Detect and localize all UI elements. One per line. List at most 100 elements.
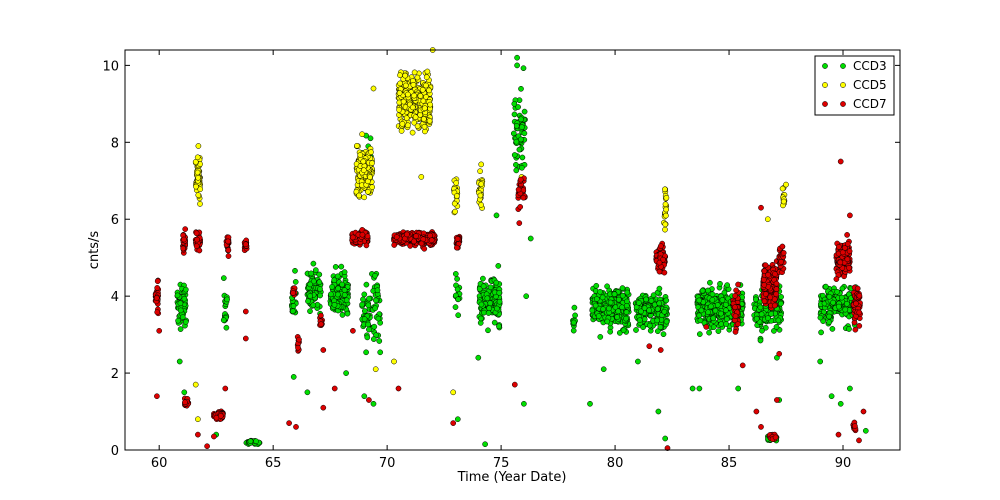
data-point-ccd3: [361, 316, 368, 322]
data-point-ccd5: [359, 131, 365, 138]
data-point-ccd7: [761, 282, 768, 288]
data-point-ccd3: [699, 287, 706, 294]
data-point-ccd3: [363, 349, 369, 356]
data-point-ccd3: [452, 304, 459, 310]
data-point-ccd7: [773, 286, 780, 292]
data-point-ccd3: [307, 281, 313, 288]
data-point-ccd7: [331, 385, 338, 392]
data-point-ccd7: [320, 347, 327, 353]
data-point-ccd7: [844, 240, 851, 247]
data-point-ccd5: [424, 68, 431, 75]
data-point-ccd7: [779, 243, 786, 250]
data-point-ccd3: [654, 317, 661, 324]
plot-background: [125, 50, 900, 450]
data-point-ccd3: [520, 65, 527, 72]
data-point-ccd5: [427, 101, 434, 108]
data-point-ccd5: [419, 86, 426, 93]
data-point-ccd3: [478, 301, 485, 308]
data-point-ccd3: [223, 324, 230, 331]
data-point-ccd7: [193, 243, 200, 250]
data-point-ccd3: [518, 136, 524, 143]
data-point-ccd3: [519, 164, 525, 171]
data-point-ccd3: [593, 282, 600, 289]
data-point-ccd7: [844, 232, 850, 238]
data-point-ccd3: [641, 316, 648, 323]
data-point-ccd3: [830, 299, 836, 306]
data-point-ccd7: [846, 264, 852, 271]
x-tick-label: 90: [835, 456, 852, 471]
data-point-ccd7: [290, 290, 297, 296]
data-point-ccd7: [758, 424, 764, 430]
data-point-ccd3: [640, 324, 646, 331]
data-point-ccd7: [154, 278, 161, 285]
data-point-ccd7: [515, 186, 522, 193]
data-point-ccd3: [519, 154, 526, 161]
data-point-ccd7: [656, 259, 663, 266]
data-point-ccd3: [370, 400, 377, 407]
data-point-ccd3: [710, 315, 717, 322]
data-point-ccd5: [450, 389, 457, 396]
data-point-ccd7: [732, 304, 738, 311]
data-point-ccd5: [478, 181, 485, 187]
data-point-ccd3: [361, 308, 368, 314]
data-point-ccd7: [646, 343, 653, 350]
data-point-ccd3: [496, 289, 503, 296]
data-point-ccd3: [339, 312, 346, 318]
data-point-ccd7: [194, 236, 200, 243]
data-point-ccd3: [317, 286, 323, 292]
data-point-ccd3: [343, 370, 349, 376]
data-point-ccd3: [708, 303, 714, 310]
data-point-ccd3: [175, 317, 181, 324]
data-point-ccd3: [308, 270, 315, 277]
data-point-ccd3: [360, 296, 366, 303]
data-point-ccd3: [514, 54, 520, 61]
data-point-ccd5: [391, 358, 397, 365]
data-point-ccd3: [595, 313, 602, 319]
data-point-ccd3: [361, 291, 368, 298]
data-point-ccd7: [153, 295, 160, 301]
data-point-ccd3: [714, 302, 721, 308]
data-point-ccd3: [518, 85, 524, 92]
data-point-ccd3: [696, 297, 703, 304]
data-point-ccd3: [635, 358, 641, 365]
data-point-ccd3: [762, 324, 769, 331]
data-point-ccd3: [513, 167, 520, 174]
data-point-ccd3: [715, 328, 722, 334]
data-point-ccd3: [775, 317, 782, 324]
data-point-ccd3: [365, 302, 372, 309]
data-point-ccd3: [511, 152, 518, 158]
data-point-ccd7: [852, 423, 858, 429]
x-tick-label: 60: [151, 456, 168, 471]
data-point-ccd3: [511, 100, 518, 107]
data-point-ccd3: [706, 329, 712, 336]
data-point-ccd7: [364, 233, 371, 240]
data-point-ccd7: [450, 420, 457, 426]
data-point-ccd3: [735, 385, 742, 392]
data-point-ccd3: [289, 308, 296, 315]
data-point-ccd3: [366, 326, 372, 333]
data-point-ccd3: [619, 292, 626, 299]
data-point-ccd3: [773, 324, 780, 330]
data-point-ccd7: [661, 269, 668, 276]
y-tick-label: 2: [111, 367, 119, 382]
data-point-ccd7: [761, 298, 768, 305]
data-point-ccd7: [182, 399, 188, 406]
data-point-ccd7: [295, 344, 301, 351]
data-point-ccd7: [404, 231, 410, 238]
data-point-ccd7: [225, 238, 231, 245]
data-point-ccd3: [359, 301, 365, 308]
data-point-ccd3: [370, 336, 377, 342]
data-point-ccd3: [518, 116, 524, 123]
data-point-ccd3: [718, 321, 725, 327]
data-point-ccd3: [177, 300, 184, 307]
data-point-ccd3: [220, 317, 227, 323]
data-point-ccd5: [477, 192, 484, 199]
data-point-ccd3: [177, 326, 184, 332]
data-point-ccd3: [817, 358, 824, 365]
data-point-ccd5: [411, 69, 418, 76]
data-point-ccd7: [753, 408, 760, 415]
data-point-ccd5: [354, 142, 360, 149]
data-point-ccd5: [369, 160, 375, 166]
data-point-ccd3: [722, 307, 729, 314]
data-point-ccd5: [365, 188, 371, 195]
